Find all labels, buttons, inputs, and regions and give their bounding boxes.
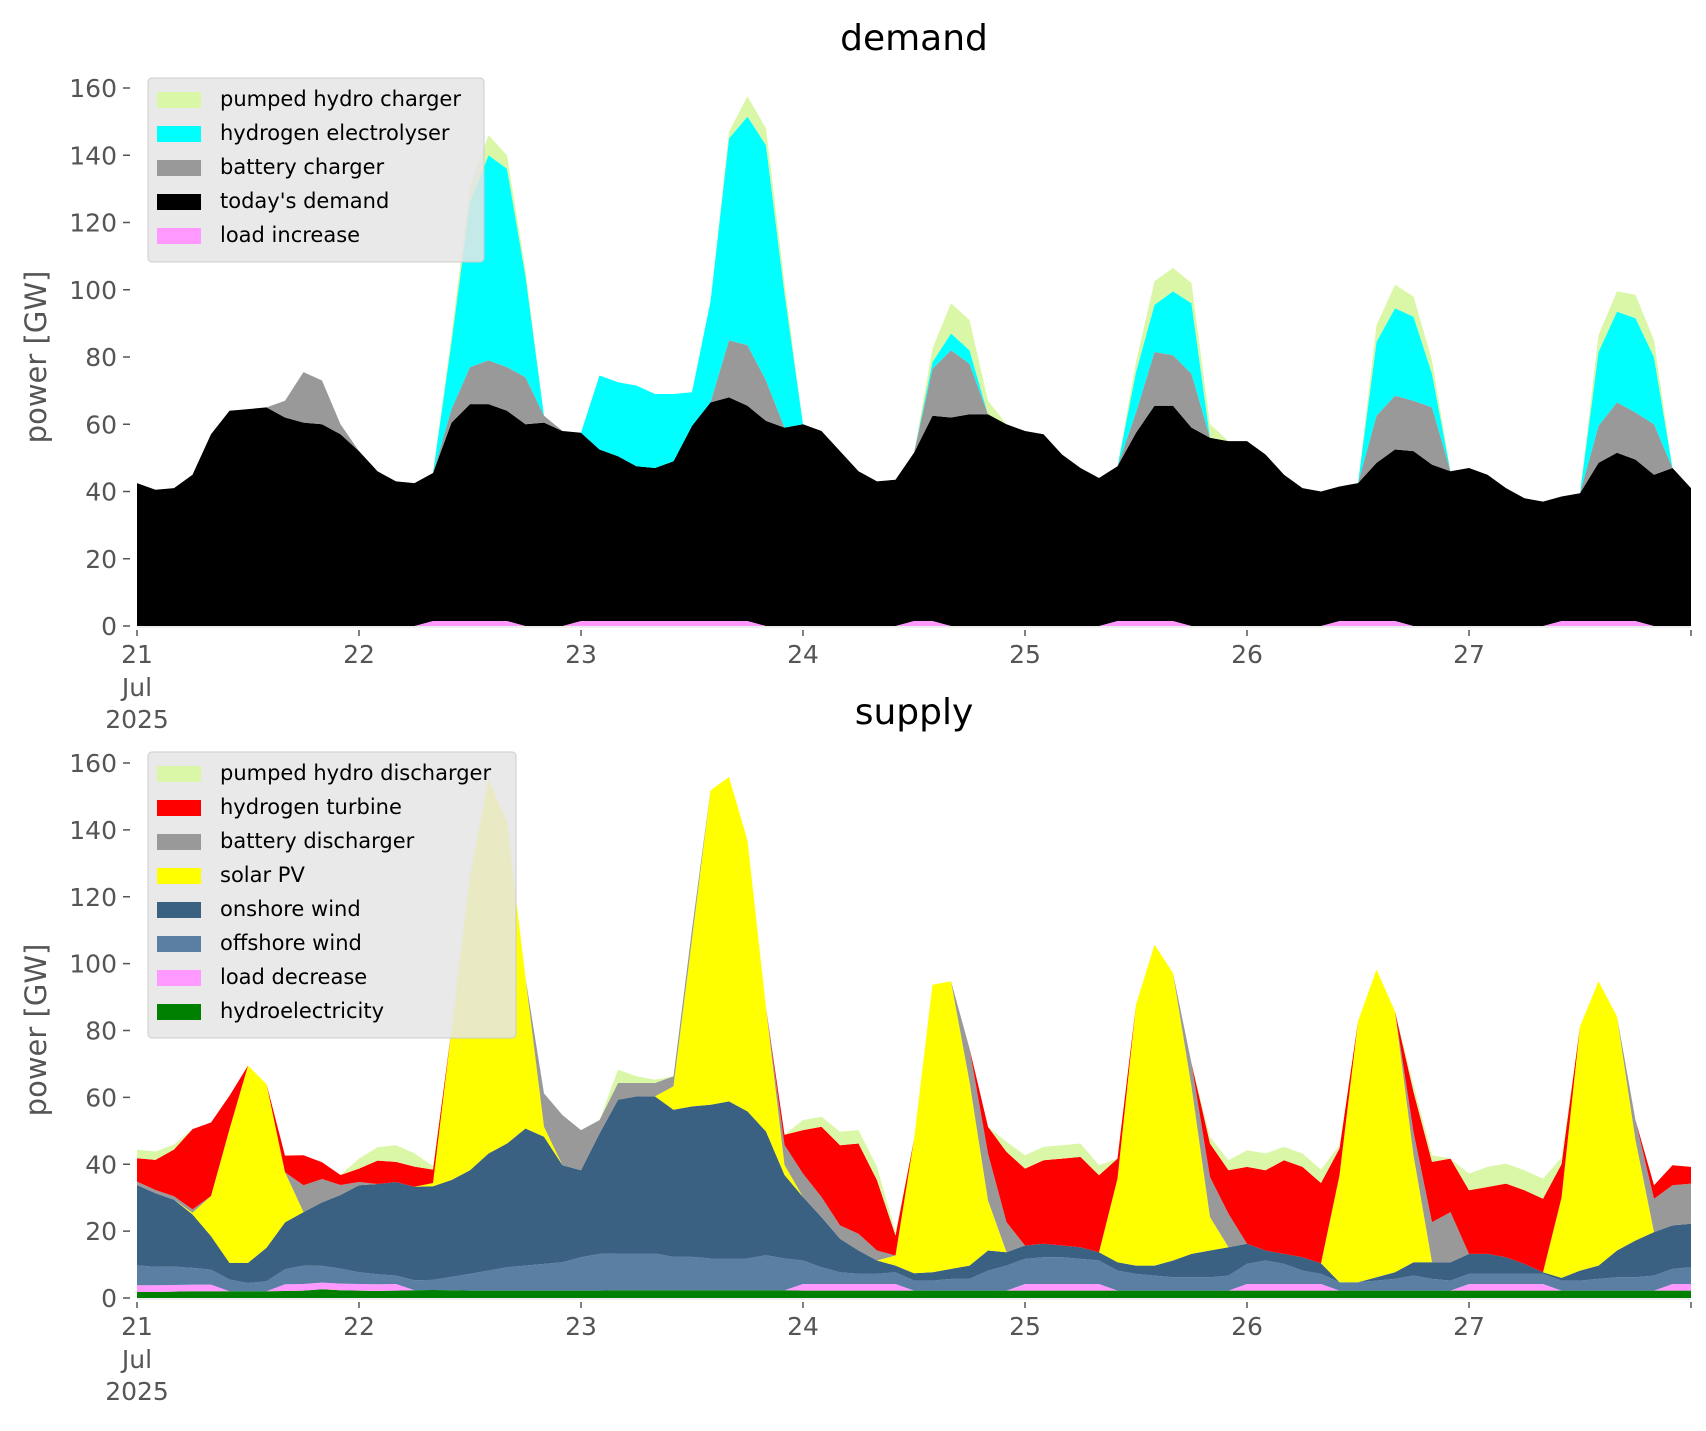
y-tick-label: 0 <box>101 612 117 641</box>
legend-swatch-load-decrease <box>157 970 201 986</box>
legend-label-hydrogen-electrolyser: hydrogen electrolyser <box>220 121 450 145</box>
supply-x-ticks: 21 Jul 2025 22 23 24 25 26 27 <box>105 1302 1692 1406</box>
demand-x-ticks: 21 Jul 2025 22 23 24 25 26 27 <box>105 630 1692 734</box>
x-tick-label: 21 <box>121 1312 153 1341</box>
x-tick-month-label: Jul <box>120 1345 152 1374</box>
demand-legend: pumped hydro charger hydrogen electrolyse… <box>147 77 485 263</box>
demand-areas <box>137 96 1691 628</box>
x-tick-label: 22 <box>343 1312 375 1341</box>
y-tick-label: 160 <box>69 749 117 778</box>
legend-swatch-battery-charger <box>157 160 201 176</box>
legend-label-today-s-demand: today's demand <box>220 189 389 213</box>
supply-y-axis-label: power [GW] <box>19 944 53 1117</box>
y-tick-label: 160 <box>69 74 117 103</box>
x-tick-label: 21 <box>121 640 153 669</box>
area-offshore-wind <box>137 1253 1691 1292</box>
x-tick-label: 27 <box>1453 640 1485 669</box>
area-hydroelectricity <box>137 1289 1691 1298</box>
legend-swatch-today-s-demand <box>157 194 201 210</box>
demand-y-axis-label: power [GW] <box>19 271 53 444</box>
demand-title: demand <box>840 18 988 59</box>
y-tick-label: 80 <box>85 1017 117 1046</box>
y-tick-label: 60 <box>85 410 117 439</box>
demand-y-ticks: 0 20 40 60 80 100 120 140 160 <box>69 74 130 641</box>
legend-swatch-pumped-hydro-discharger <box>157 766 201 782</box>
supply-title: supply <box>855 692 974 733</box>
area-solar-pv <box>137 777 1691 1283</box>
supply-legend: pumped hydro discharger hydrogen turbine b… <box>147 751 517 1039</box>
legend-swatch-hydroelectricity <box>157 1004 201 1020</box>
legend-label-onshore-wind: onshore wind <box>220 897 361 921</box>
x-tick-label: 24 <box>787 640 819 669</box>
legend-label-offshore-wind: offshore wind <box>220 931 362 955</box>
area-today-s-demand <box>137 397 1691 626</box>
area-load-increase <box>137 621 1691 626</box>
legend-label-load-decrease: load decrease <box>220 965 367 989</box>
x-tick-label: 23 <box>565 640 597 669</box>
y-tick-label: 40 <box>85 478 117 507</box>
legend-swatch-onshore-wind <box>157 902 201 918</box>
x-tick-label: 25 <box>1009 1312 1041 1341</box>
legend-label-hydrogen-turbine: hydrogen turbine <box>220 795 402 819</box>
legend-swatch-offshore-wind <box>157 936 201 952</box>
y-tick-label: 120 <box>69 209 117 238</box>
y-tick-label: 0 <box>101 1284 117 1313</box>
legend-swatch-hydrogen-electrolyser <box>157 126 201 142</box>
legend-swatch-battery-discharger <box>157 834 201 850</box>
supply-areas <box>137 777 1691 1300</box>
demand-panel: demand power [GW] 020406080100120140160 … <box>19 18 1692 734</box>
area-load-decrease <box>137 1282 1691 1292</box>
y-tick-label: 100 <box>69 950 117 979</box>
legend-swatch-pumped-hydro-charger <box>157 92 201 108</box>
y-tick-label: 80 <box>85 343 117 372</box>
area-pumped-hydro-discharger <box>137 777 1691 1236</box>
x-tick-label: 27 <box>1453 1312 1485 1341</box>
y-tick-label: 60 <box>85 1083 117 1112</box>
area-hydrogen-turbine <box>137 777 1691 1273</box>
x-tick-label: 22 <box>343 640 375 669</box>
supply-y-ticks: 0 20 40 60 80 100 120 140 160 <box>69 749 130 1313</box>
y-tick-label: 100 <box>69 276 117 305</box>
y-tick-label: 120 <box>69 883 117 912</box>
area-battery-charger <box>137 340 1691 502</box>
supply-panel: supply power [GW] 020406080100120140160 … <box>19 692 1692 1406</box>
y-tick-label: 20 <box>85 1217 117 1246</box>
x-tick-label: 26 <box>1231 1312 1263 1341</box>
y-tick-label: 40 <box>85 1150 117 1179</box>
x-tick-year-label: 2025 <box>105 1377 169 1406</box>
x-tick-year-label: 2025 <box>105 705 169 734</box>
legend-label-pumped-hydro-charger: pumped hydro charger <box>220 87 461 111</box>
legend-label-battery-charger: battery charger <box>220 155 385 179</box>
x-tick-label: 26 <box>1231 640 1263 669</box>
legend-label-hydroelectricity: hydroelectricity <box>220 999 384 1023</box>
legend-swatch-load-increase <box>157 228 201 244</box>
x-tick-label: 23 <box>565 1312 597 1341</box>
x-tick-month-label: Jul <box>120 673 152 702</box>
y-tick-label: 20 <box>85 545 117 574</box>
x-tick-label: 24 <box>787 1312 819 1341</box>
legend-label-load-increase: load increase <box>220 223 360 247</box>
legend-background <box>147 77 485 263</box>
area-onshore-wind <box>137 1096 1691 1283</box>
y-tick-label: 140 <box>69 141 117 170</box>
legend-label-battery-discharger: battery discharger <box>220 829 415 853</box>
legend-background <box>147 751 517 1039</box>
legend-swatch-hydrogen-turbine <box>157 800 201 816</box>
legend-label-pumped-hydro-discharger: pumped hydro discharger <box>220 761 491 785</box>
x-tick-label: 25 <box>1009 640 1041 669</box>
legend-label-solar-pv: solar PV <box>220 863 305 887</box>
legend-swatch-solar-pv <box>157 868 201 884</box>
y-tick-label: 140 <box>69 816 117 845</box>
